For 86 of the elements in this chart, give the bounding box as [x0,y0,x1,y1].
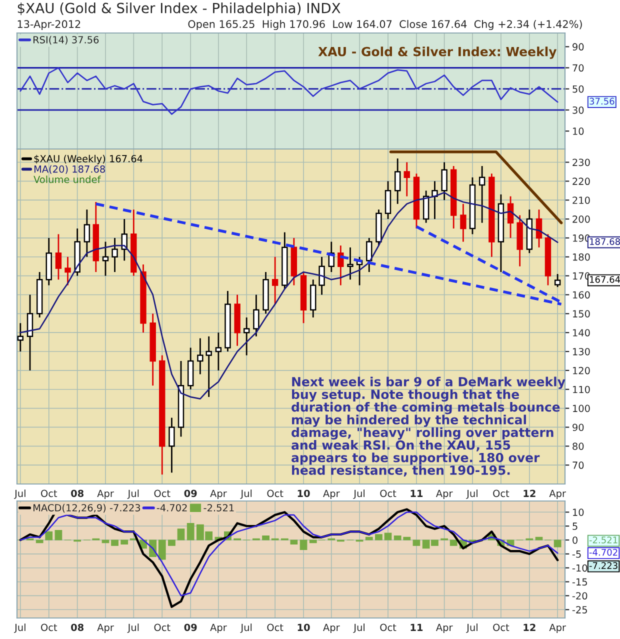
x-tick-label: Apr [549,490,566,499]
y-tick-label: -25 [572,606,587,614]
x-tick-label: Jul [240,490,252,499]
x-tick-label: Oct [493,624,510,632]
x-tick-label: Oct [267,490,284,498]
y-tick-label: 110 [573,386,590,394]
x-tick-label: Oct [41,490,58,498]
text: -4.702 [589,548,618,556]
y-tick-label: 100 [573,404,590,412]
y-tick-label: 120 [573,366,590,374]
legend-label: MA(20) 187.68 [34,165,105,174]
x-tick-label: Jul [14,624,26,633]
y-tick-label: -20 [572,592,588,600]
x-tick-label: Jul [466,490,478,499]
text: Open 165.25 High 170.96 Low 164.07 Close 167.64 Chg +2.34 (+1.42%) [188,20,582,30]
y-tick-label: 0 [572,536,578,544]
x-tick-label: 11 [410,490,423,497]
x-tick-label: Apr [436,624,453,633]
x-tick-label: Oct [493,490,510,498]
y-tick-label: 160 [573,291,590,299]
x-tick-label: Apr [323,624,340,633]
y-tick-label: 5 [572,522,578,530]
text: -2.521 [589,536,618,544]
y-tick-label: -10 [572,564,588,572]
y-tick-label: -5 [572,550,581,558]
y-tick-label: 90 [572,43,584,51]
x-tick-label: 08 [71,624,84,632]
x-tick-label: Apr [549,624,566,633]
x-tick-label: Apr [210,624,227,633]
y-tick-label: 150 [573,310,590,318]
legend-label: RSI(14) 37.56 [34,36,99,45]
text: 37.56 [590,98,614,105]
chart-title: $XAU (Gold & Silver Index - Philadelphia) INDX [18,2,340,16]
x-tick-label: Apr [436,490,453,499]
chart-subtitle: 13-Apr-2012 [18,20,80,30]
x-tick-label: Oct [41,624,58,632]
y-tick-label: 230 [572,158,590,166]
x-tick-label: 09 [184,490,197,498]
x-tick-label: Jul [240,624,252,633]
x-tick-label: 10 [298,490,310,498]
x-tick-label: 10 [298,624,310,632]
x-tick-label: Oct [154,624,170,632]
x-tick-label: Jul [353,490,364,499]
annotation: $XAU (Weekly) 167.64 [34,154,142,164]
y-tick-label: 80 [572,442,584,450]
x-tick-label: 11 [410,624,423,631]
y-tick-label: 10 [573,128,584,135]
x-tick-label: Apr [323,490,340,499]
y-tick-label: 200 [572,216,590,223]
y-tick-label: 30 [572,106,584,114]
annotation: Next week is bar 9 of a DeMark weekly buy setup. Note though that the duration of the coming metals bounce may be hindered by the technical damage, "heavy" rolling over pattern and weak RSI. On the XAU, 155 appears to be supportive. 180 over head resistance, then 190-195. [292,376,566,476]
y-tick-label: 220 [572,178,590,186]
x-tick-label: Oct [267,624,284,632]
legend-label: -2.521 [204,504,234,512]
x-tick-label: Jul [466,624,478,633]
x-tick-label: Jul [14,490,26,499]
x-tick-label: Jul [127,624,139,633]
y-tick-label: 70 [572,462,584,469]
x-tick-label: Apr [210,490,227,499]
legend-label: MACD(12,26,9) -7.223 [34,504,140,513]
x-tick-label: Oct [380,490,396,498]
x-tick-label: Oct [154,490,170,498]
x-tick-label: 12 [524,624,536,631]
text: -7.223 [589,562,618,569]
x-tick-label: 12 [524,490,536,497]
y-tick-label: 210 [572,196,590,204]
y-tick-label: 70 [572,64,584,72]
y-tick-label: 10 [573,508,584,516]
y-tick-label: 140 [573,329,590,336]
text: 167.64 [590,276,620,283]
y-tick-label: -15 [572,578,587,586]
y-tick-label: 180 [573,253,590,261]
x-tick-label: 08 [71,490,84,498]
text: 187.68 [590,238,620,245]
legend-label: -4.702 [156,504,187,512]
x-tick-label: Apr [97,490,114,499]
annotation: XAU - Gold & Silver Index: Weekly [318,46,557,59]
y-tick-label: 130 [573,348,590,356]
x-tick-label: Jul [127,490,139,499]
x-tick-label: Oct [380,624,396,632]
y-tick-label: 90 [572,424,584,432]
x-tick-label: 09 [184,624,197,632]
y-tick-label: 50 [572,85,584,93]
annotation: Volume undef [34,176,101,184]
x-tick-label: Apr [97,624,114,633]
x-tick-label: Jul [353,624,364,633]
